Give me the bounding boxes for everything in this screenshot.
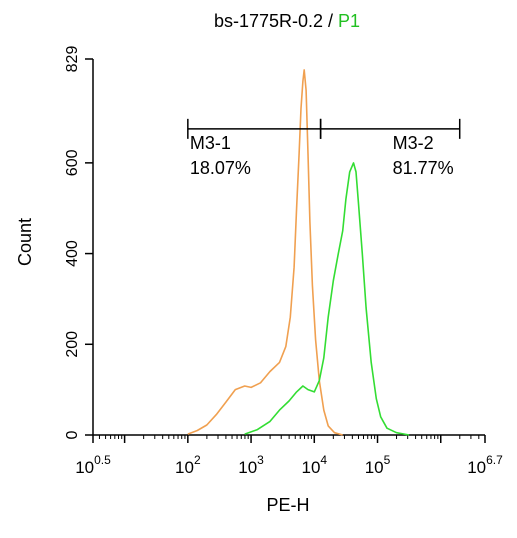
plot-area: 0 200 400 600 829 100.5 102 103 104 105 106.7 M3-1 1… bbox=[64, 46, 503, 477]
title-part-population: P1 bbox=[338, 11, 360, 31]
x-tick-label: 106.7 bbox=[467, 453, 503, 477]
y-tick-label: 600 bbox=[64, 149, 81, 176]
series-2-line bbox=[244, 162, 410, 436]
x-tick-label: 100.5 bbox=[75, 453, 111, 477]
y-tick-label: 200 bbox=[64, 331, 81, 358]
gate-2-name: M3-2 bbox=[393, 133, 434, 153]
x-tick-label: 105 bbox=[365, 453, 391, 477]
title-part-sample: bs-1775R-0.2 / bbox=[214, 11, 338, 31]
series-1-line bbox=[187, 69, 343, 436]
y-tick-label: 0 bbox=[64, 430, 81, 439]
chart-title: bs-1775R-0.2 / P1 bbox=[214, 11, 360, 31]
gate-1-name: M3-1 bbox=[190, 133, 231, 153]
y-tick-label: 400 bbox=[64, 240, 81, 267]
y-axis-label: Count bbox=[15, 218, 35, 266]
x-tick-label: 103 bbox=[238, 453, 264, 477]
gate-2-percent: 81.77% bbox=[393, 158, 454, 178]
gate-1-percent: 18.07% bbox=[190, 158, 251, 178]
y-tick-label: 829 bbox=[64, 46, 81, 73]
x-axis-label: PE-H bbox=[266, 495, 309, 515]
x-tick-label: 104 bbox=[301, 453, 327, 477]
x-tick-label: 102 bbox=[175, 453, 201, 477]
